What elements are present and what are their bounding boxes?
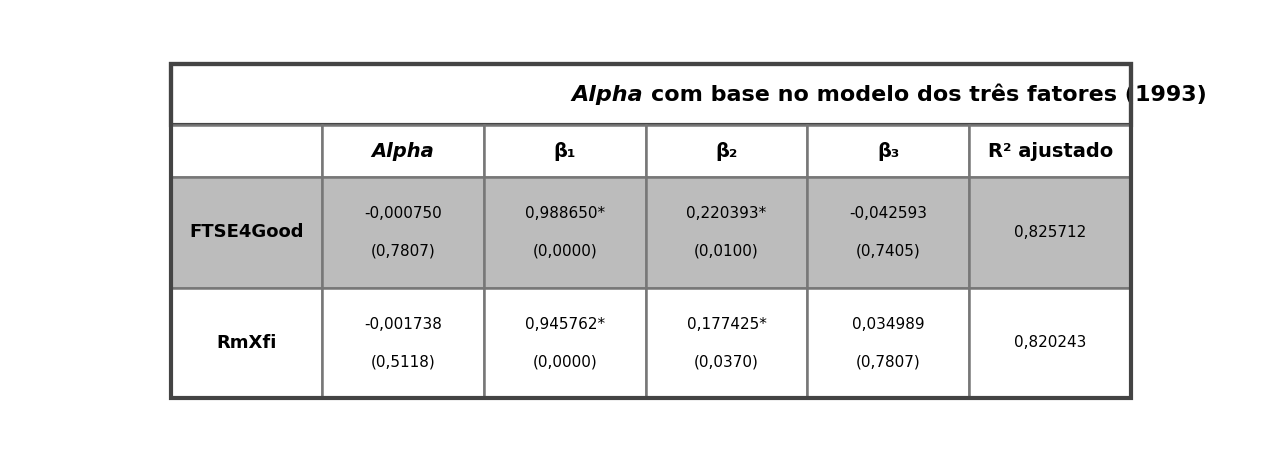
Text: Alpha: Alpha — [372, 142, 434, 161]
Text: β₃: β₃ — [878, 142, 899, 161]
Text: 0,820243: 0,820243 — [1013, 335, 1086, 350]
Bar — [323, 287, 484, 398]
Bar — [969, 177, 1132, 287]
Text: Alpha: Alpha — [572, 85, 650, 105]
Text: (0,0100): (0,0100) — [695, 244, 759, 259]
Text: 0,220393*: 0,220393* — [687, 206, 767, 221]
Text: (0,7807): (0,7807) — [371, 244, 436, 259]
Bar — [323, 126, 484, 177]
Bar — [969, 287, 1132, 398]
Text: (0,7807): (0,7807) — [856, 354, 921, 369]
Bar — [645, 126, 808, 177]
Text: R² ajustado: R² ajustado — [988, 142, 1113, 161]
Text: 0,177425*: 0,177425* — [687, 317, 767, 331]
Bar — [645, 287, 808, 398]
Bar — [170, 126, 323, 177]
Text: 0,988650*: 0,988650* — [525, 206, 605, 221]
Bar — [323, 177, 484, 287]
Bar — [170, 64, 1132, 126]
Text: (0,0000): (0,0000) — [532, 354, 597, 369]
Text: FTSE4Good: FTSE4Good — [189, 223, 304, 241]
Text: (0,0370): (0,0370) — [695, 354, 759, 369]
Text: -0,001738: -0,001738 — [364, 317, 442, 331]
Bar — [645, 177, 808, 287]
Text: -0,000750: -0,000750 — [364, 206, 442, 221]
Bar — [170, 287, 323, 398]
Text: com base no modelo dos três fatores (1993): com base no modelo dos três fatores (199… — [650, 84, 1206, 105]
Text: (0,0000): (0,0000) — [532, 244, 597, 259]
Bar — [808, 177, 969, 287]
Bar — [484, 287, 645, 398]
Text: 0,034989: 0,034989 — [852, 317, 925, 331]
Bar — [808, 126, 969, 177]
Text: -0,042593: -0,042593 — [850, 206, 927, 221]
Bar — [484, 177, 645, 287]
Bar — [969, 126, 1132, 177]
Bar — [484, 126, 645, 177]
Text: β₂: β₂ — [715, 142, 738, 161]
Text: β₁: β₁ — [554, 142, 577, 161]
Text: 0,825712: 0,825712 — [1015, 225, 1086, 240]
Text: (0,7405): (0,7405) — [856, 244, 921, 259]
Bar — [808, 287, 969, 398]
Text: (0,5118): (0,5118) — [371, 354, 436, 369]
Text: 0,945762*: 0,945762* — [525, 317, 605, 331]
Bar — [170, 177, 323, 287]
Text: RmXfi: RmXfi — [216, 334, 277, 352]
